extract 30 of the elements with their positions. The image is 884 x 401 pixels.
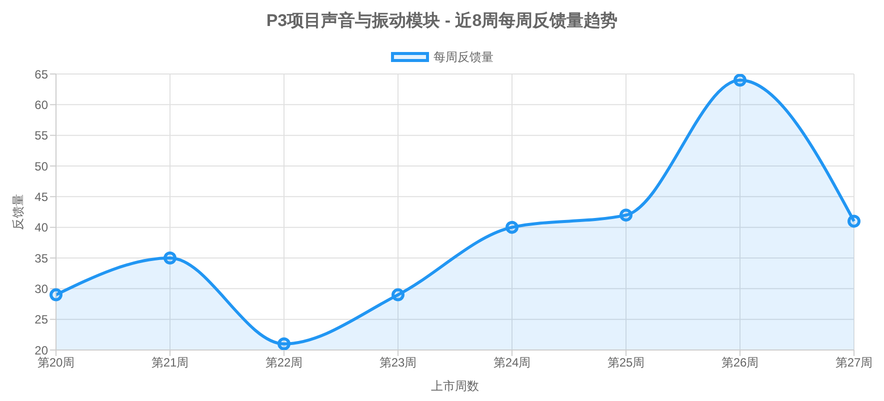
y-tick-label: 40	[34, 220, 48, 235]
point	[848, 214, 860, 228]
point	[620, 208, 632, 222]
point	[164, 252, 176, 264]
y-axis-title: 反馈量	[11, 194, 25, 230]
y-tick-label: 30	[34, 282, 48, 296]
point	[278, 337, 290, 350]
chart-title: P3项目声音与振动模块 - 近8周每周反馈量趋势	[265, 10, 619, 32]
x-tick-label: 第24周	[493, 356, 531, 370]
x-tick-label: 第21周	[151, 356, 189, 370]
y-tick-label: 25	[34, 312, 48, 327]
point	[506, 220, 518, 234]
point	[50, 288, 62, 302]
point	[734, 74, 746, 87]
point	[392, 288, 404, 302]
y-tick-label: 60	[34, 98, 48, 112]
y-tick-label: 20	[34, 343, 48, 358]
y-tick-label: 65	[34, 67, 48, 82]
x-tick-label: 第25周	[607, 356, 645, 370]
y-tick-label: 55	[34, 128, 48, 143]
legend-label: 每周反馈量	[434, 48, 494, 66]
x-tick-label: 第20周	[37, 356, 75, 370]
x-tick-label: 第27周	[835, 356, 873, 370]
x-axis-title: 上市周数	[431, 379, 479, 393]
x-tick-label: 第26周	[721, 356, 759, 370]
y-tick-label: 45	[34, 190, 48, 204]
y-tick-label: 35	[34, 251, 48, 266]
x-tick-label: 第22周	[265, 356, 303, 370]
y-tick-label: 50	[34, 159, 48, 174]
x-tick-label: 第23周	[379, 356, 417, 370]
